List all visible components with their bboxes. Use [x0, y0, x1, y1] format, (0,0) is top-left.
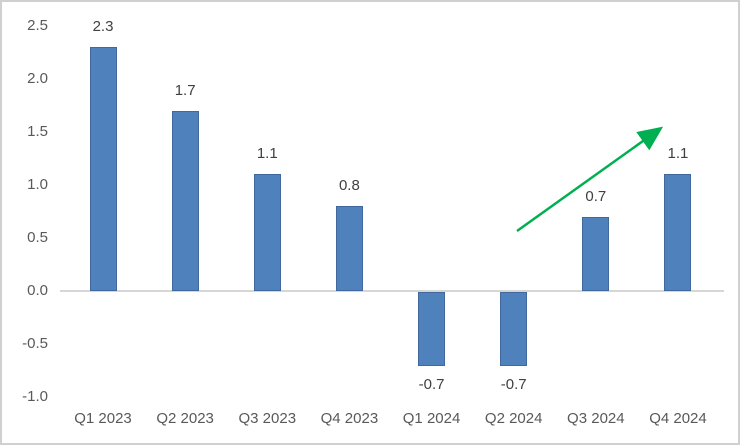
x-axis-label-q2-2024: Q2 2024: [484, 410, 543, 427]
bar-q1-2024: [418, 292, 446, 367]
y-axis-tick-label: 1.5: [27, 123, 48, 140]
data-label-q2-2024: -0.7: [500, 376, 527, 394]
y-axis-tick-label: 2.0: [27, 70, 48, 87]
data-label-q3-2023: 1.1: [256, 145, 278, 163]
x-axis-label-q3-2024: Q3 2024: [567, 410, 625, 427]
data-label-q4-2023: 0.8: [338, 177, 360, 195]
bar-q3-2023: [253, 174, 281, 291]
bar-q2-2023: [171, 110, 199, 291]
data-label-q4-2024: 1.1: [667, 145, 689, 163]
bar-q1-2023: [89, 47, 117, 291]
x-axis-label-q2-2023: Q2 2023: [156, 410, 214, 427]
x-axis-zero-line: [60, 290, 724, 292]
y-axis-tick-label: -1.0: [22, 388, 48, 405]
data-label-q1-2023: 2.3: [92, 18, 114, 36]
y-axis-tick-label: 2.5: [27, 17, 48, 34]
data-label-q3-2024: 0.7: [585, 187, 607, 205]
y-axis-tick-label: 0.5: [27, 229, 48, 246]
data-label-q2-2023: 1.7: [174, 81, 196, 99]
y-axis-tick-label: -0.5: [22, 335, 48, 352]
y-axis-tick-label: 1.0: [27, 176, 48, 193]
x-axis-label-q3-2023: Q3 2023: [238, 410, 297, 427]
bar-q4-2023: [335, 206, 363, 291]
x-axis-label-q1-2024: Q1 2024: [402, 410, 461, 427]
bar-q2-2024: [500, 292, 528, 367]
data-label-q1-2024: -0.7: [418, 376, 445, 394]
y-axis-tick-label: 0.0: [27, 282, 48, 299]
x-axis-label-q4-2024: Q4 2024: [649, 410, 707, 427]
x-axis-label-q1-2023: Q1 2023: [74, 410, 132, 427]
bar-q4-2024: [664, 174, 692, 291]
x-axis-label-q4-2023: Q4 2023: [320, 410, 379, 427]
bar-q3-2024: [582, 216, 610, 291]
